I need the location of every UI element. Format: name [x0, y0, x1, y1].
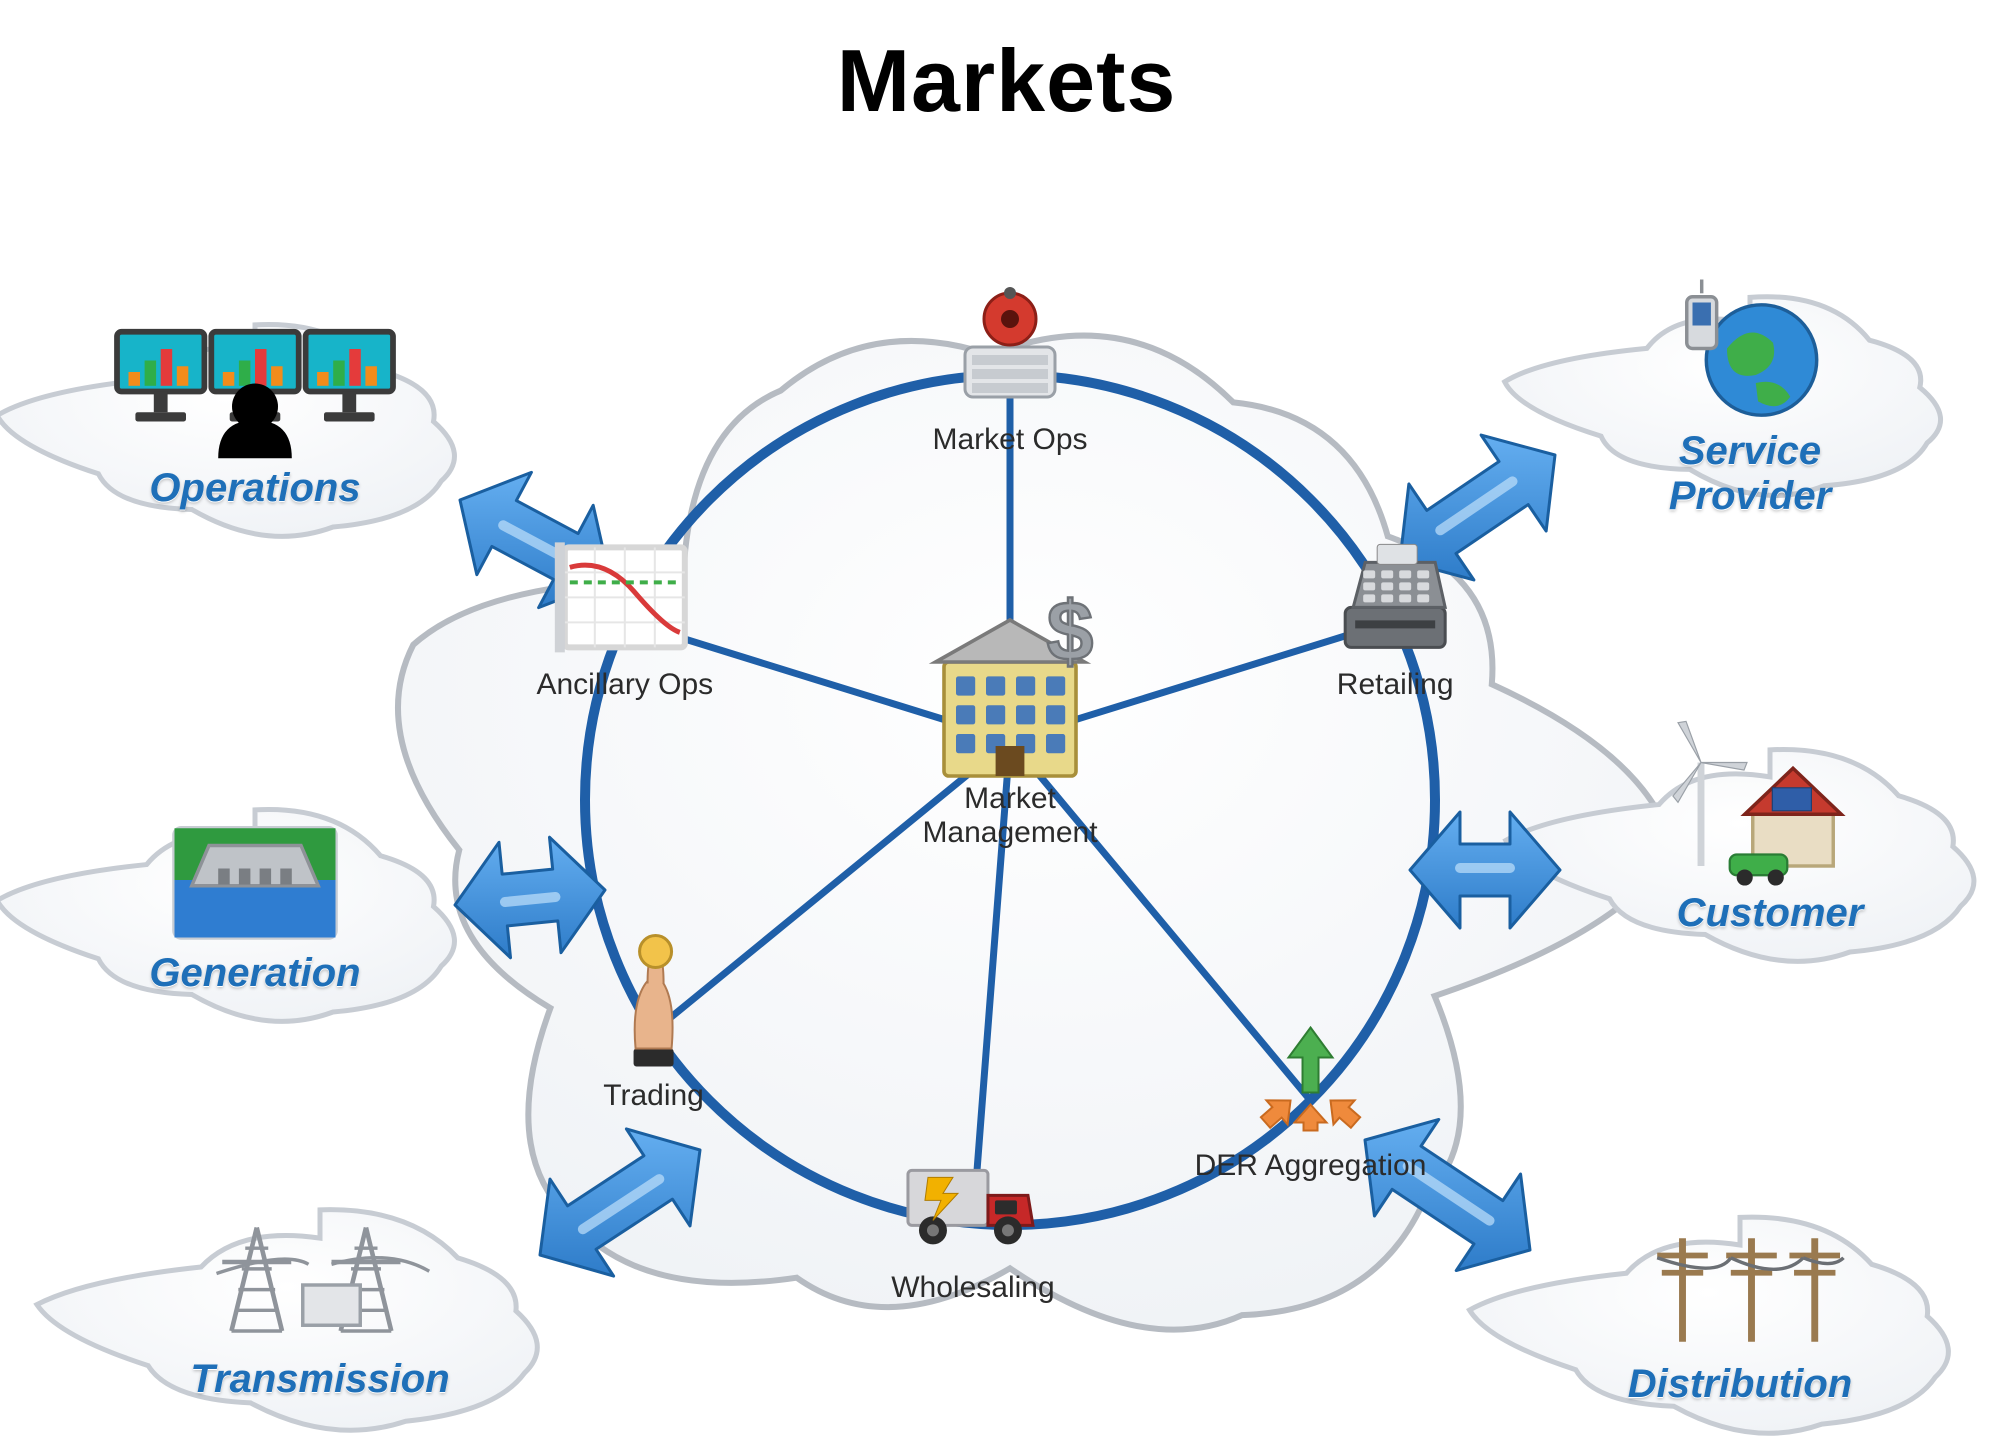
- trading-icon: [634, 935, 674, 1066]
- generation-icon: [175, 828, 336, 937]
- diagram-svg: $: [0, 0, 2013, 1453]
- label-retailing: Retailing: [1235, 668, 1555, 702]
- label-distribution: Distribution: [1580, 1362, 1900, 1407]
- label-generation: Generation: [95, 951, 415, 996]
- label-wholesaling: Wholesaling: [813, 1271, 1133, 1305]
- label-service-provider: Service Provider: [1590, 429, 1910, 519]
- diagram-stage: Markets $ Market ManagementMarket OpsRet…: [0, 0, 2013, 1453]
- customer-icon: [1673, 721, 1841, 885]
- arrow-generation-highlight: [505, 897, 555, 902]
- distribution-icon: [1657, 1238, 1843, 1342]
- label-operations: Operations: [95, 466, 415, 511]
- label-transmission: Transmission: [160, 1357, 480, 1402]
- ancillary-ops-icon: [555, 542, 685, 652]
- label-ancillary-ops: Ancillary Ops: [465, 668, 785, 702]
- label-market-management: Market Management: [850, 782, 1170, 850]
- svg-text:$: $: [1047, 584, 1094, 678]
- label-der-aggregation: DER Aggregation: [1151, 1149, 1471, 1183]
- label-customer: Customer: [1610, 891, 1930, 936]
- label-trading: Trading: [494, 1079, 814, 1113]
- label-market-ops: Market Ops: [850, 423, 1170, 457]
